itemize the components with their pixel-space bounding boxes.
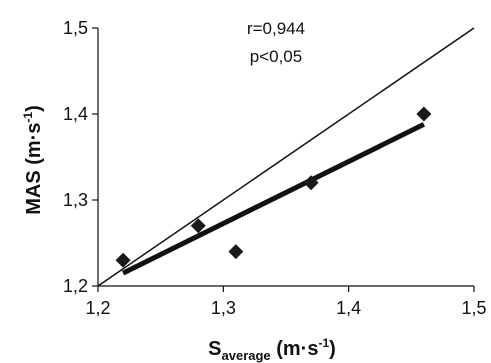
- y-axis-title: MAS (m·s-1): [21, 105, 45, 215]
- y-tick-label: 1,2: [63, 276, 88, 296]
- y-tick-label: 1,5: [63, 18, 88, 38]
- annotation-r: r=0,944: [247, 19, 305, 38]
- y-tick-label: 1,4: [63, 104, 88, 124]
- x-axis-title-main: S: [208, 338, 221, 360]
- x-axis-title-sub: average: [222, 348, 271, 363]
- x-axis-title-units: (m·s: [271, 338, 319, 360]
- x-tick-label: 1,3: [211, 298, 236, 318]
- x-axis-title: Saverage (m·s-1): [208, 336, 336, 363]
- y-axis-title-main: MAS (m·s: [23, 123, 45, 215]
- y-axis-title-close: ): [23, 105, 45, 112]
- data-point: [228, 244, 244, 260]
- data-points: [115, 106, 432, 268]
- x-tick-label: 1,4: [336, 298, 361, 318]
- identity-line: [97, 27, 475, 287]
- y-tick-label: 1,3: [63, 190, 88, 210]
- regression-line: [121, 122, 425, 276]
- x-tick-label: 1,2: [85, 298, 110, 318]
- y-axis-title-sup: -1: [21, 112, 35, 123]
- data-point: [115, 252, 131, 268]
- axes: [92, 27, 475, 292]
- data-point: [416, 106, 432, 122]
- x-axis-title-close: ): [329, 338, 336, 360]
- trend-lines: [97, 27, 475, 287]
- data-point: [303, 175, 319, 191]
- x-tick-label: 1,5: [461, 298, 486, 318]
- tick-labels: 1,2 1,3 1,4 1,5 1,2 1,3 1,4 1,5: [63, 18, 487, 318]
- annotation-p: p<0,05: [250, 47, 302, 66]
- x-axis-title-sup: -1: [318, 336, 329, 350]
- data-point: [190, 218, 206, 234]
